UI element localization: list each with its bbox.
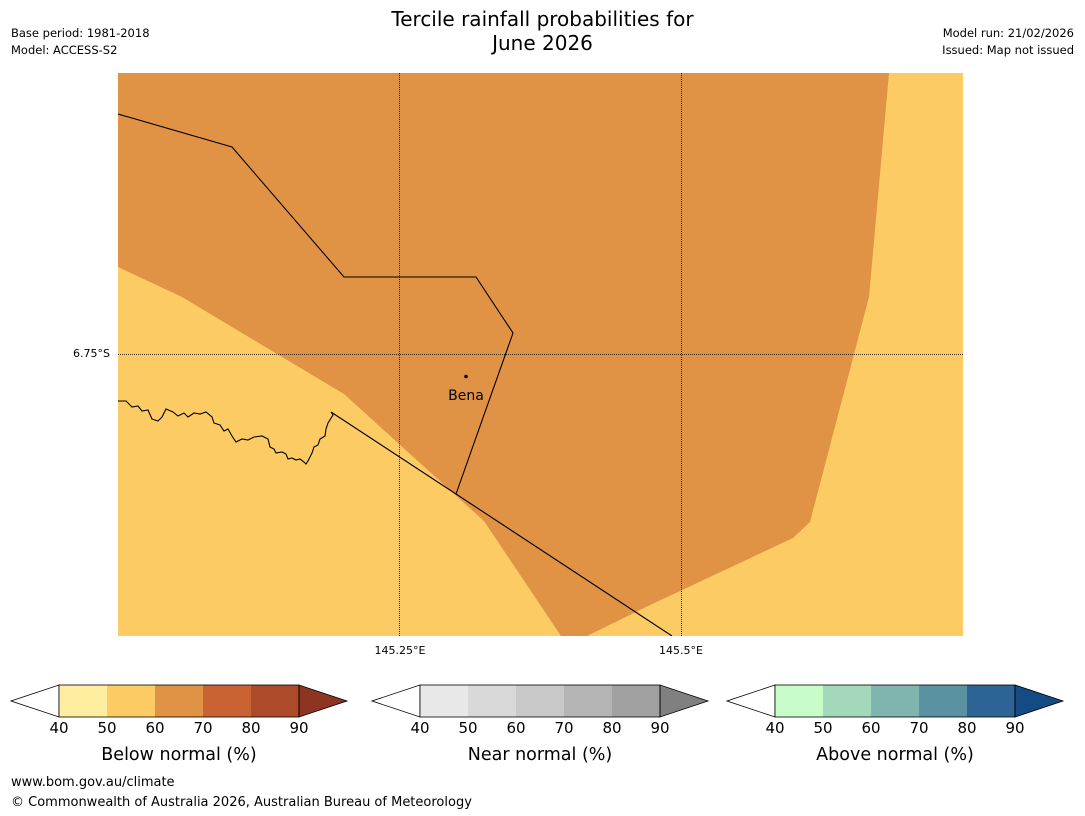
- colorbar-below-bin: [203, 685, 251, 717]
- map-panel: Bena: [118, 73, 963, 636]
- colorbar-above-tick: 40: [765, 719, 785, 737]
- colorbar-below-tick: 50: [97, 719, 117, 737]
- colorbar-above-high-extend: [1014, 684, 1065, 718]
- colorbar-above-low-extend: [726, 684, 776, 718]
- meta-left: Base period: 1981-2018 Model: ACCESS-S2: [11, 25, 150, 59]
- colorbar-above-tick: 70: [909, 719, 929, 737]
- boundary-line-south: [330, 411, 673, 636]
- colorbar-near-tick: 80: [602, 719, 622, 737]
- colorbar-near-tick: 50: [458, 719, 478, 737]
- colorbar-below-tick: 70: [193, 719, 213, 737]
- colorbar-below-tick: 60: [145, 719, 165, 737]
- title-line-2: June 2026: [492, 31, 593, 55]
- colorbar-near-tick: 40: [410, 719, 430, 737]
- colorbar-below-bin: [155, 685, 203, 717]
- colorbar-near-tick: 70: [554, 719, 574, 737]
- lon-label-145-25: 145.25°E: [374, 644, 426, 657]
- region-below-60-70: [118, 73, 889, 636]
- colorbar-above-outline: [774, 684, 1016, 718]
- colorbar-below-bin: [107, 685, 155, 717]
- colorbar-near-title: Near normal (%): [467, 745, 613, 765]
- boundary-line-west: [118, 400, 334, 465]
- colorbar-below-high-extend: [298, 684, 349, 718]
- colorbar-above-bin: [823, 685, 871, 717]
- colorbar-above-tick: 90: [1005, 719, 1025, 737]
- colorbar-above-bin: [967, 685, 1015, 717]
- colorbar-above-bin: [775, 685, 823, 717]
- colorbar-above-svg: [726, 684, 1065, 718]
- colorbar-near-bin: [516, 685, 564, 717]
- colorbar-above-title: Above normal (%): [816, 745, 974, 765]
- map-title: Tercile rainfall probabilities for June …: [0, 7, 1085, 55]
- town-marker-bena: [464, 374, 468, 379]
- model-run: Model run: 21/02/2026: [942, 26, 1074, 40]
- colorbar-near-tick: 90: [650, 719, 670, 737]
- model-name: Model: ACCESS-S2: [11, 43, 118, 57]
- colorbar-above-bin: [871, 685, 919, 717]
- meta-right: Model run: 21/02/2026 Issued: Map not is…: [942, 25, 1074, 59]
- colorbar-above-tick: 60: [861, 719, 881, 737]
- colorbar-below-title: Below normal (%): [101, 745, 257, 765]
- issued-status: Issued: Map not issued: [942, 43, 1074, 57]
- colorbar-near-bin: [468, 685, 516, 717]
- colorbar-near-tick: 60: [506, 719, 526, 737]
- colorbar-below-svg: [10, 684, 349, 718]
- colorbar-near-svg: [371, 684, 710, 718]
- base-period: Base period: 1981-2018: [11, 26, 150, 40]
- title-line-1: Tercile rainfall probabilities for: [391, 7, 694, 31]
- colorbar-below-bin: [251, 685, 299, 717]
- footer-copyright: © Commonwealth of Australia 2026, Austra…: [11, 795, 472, 810]
- colorbar-below-bin: [59, 685, 107, 717]
- colorbar-near-bin: [612, 685, 660, 717]
- colorbar-below-tick: 90: [289, 719, 309, 737]
- boundary-line-north: [118, 113, 514, 495]
- town-label-bena: Bena: [448, 388, 484, 404]
- colorbar-below-tick: 80: [241, 719, 261, 737]
- colorbar-above-bin: [919, 685, 967, 717]
- colorbar-near-high-extend: [659, 684, 710, 718]
- colorbar-below-low-extend: [10, 684, 60, 718]
- colorbar-above-tick: 50: [813, 719, 833, 737]
- colorbar-near-low-extend: [371, 684, 421, 718]
- colorbar-above-tick: 80: [957, 719, 977, 737]
- lon-label-145-5: 145.5°E: [659, 644, 703, 657]
- colorbar-near-bin: [420, 685, 468, 717]
- colorbar-below-tick: 40: [49, 719, 69, 737]
- colorbar-below-outline: [58, 684, 300, 718]
- colorbar-near-bin: [564, 685, 612, 717]
- lat-label: 6.75°S: [73, 347, 110, 360]
- colorbar-near-outline: [419, 684, 661, 718]
- footer-url: www.bom.gov.au/climate: [11, 775, 175, 790]
